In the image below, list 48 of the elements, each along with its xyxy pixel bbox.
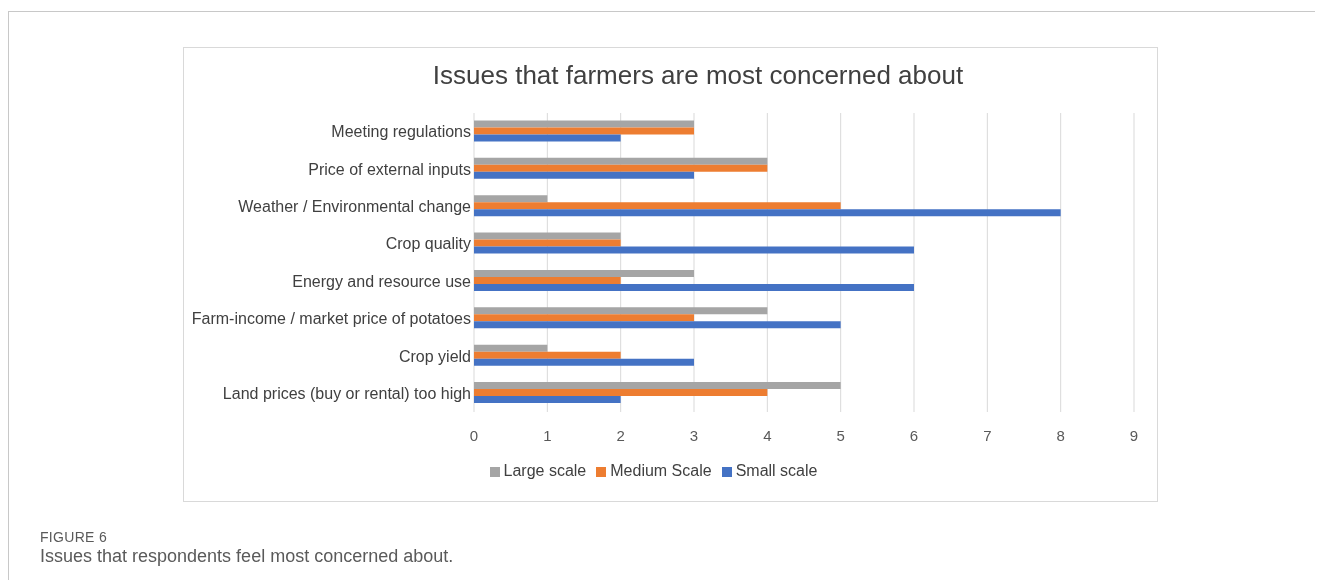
legend-label: Medium Scale — [610, 462, 712, 479]
bar — [474, 358, 694, 366]
x-tick-label: 1 — [543, 426, 552, 444]
x-tick-label: 6 — [909, 426, 919, 444]
bar — [474, 171, 694, 179]
x-tick-label: 5 — [836, 426, 845, 444]
y-tick-label: Energy and resource use — [292, 272, 472, 290]
y-tick-label: Meeting regulations — [331, 123, 471, 141]
bar — [474, 202, 841, 210]
bar — [474, 283, 914, 291]
y-tick-label: Weather / Environmental change — [238, 198, 472, 216]
bar — [474, 239, 621, 247]
x-tick-label: 8 — [1056, 426, 1065, 444]
legend-label: Large scale — [503, 462, 587, 479]
bar — [474, 382, 841, 390]
y-tick-label: Land prices (buy or rental) too high — [222, 384, 471, 402]
bar — [474, 246, 914, 254]
bar — [474, 157, 768, 165]
bar — [474, 232, 621, 240]
bar — [474, 269, 694, 277]
x-tick-label: 3 — [689, 426, 699, 444]
bar — [474, 351, 621, 359]
bar — [474, 127, 694, 135]
chart-title: Issues that farmers are most concerned about — [431, 60, 965, 91]
x-tick-label: 0 — [469, 426, 479, 444]
bar — [474, 164, 768, 172]
bar — [474, 321, 841, 329]
bar — [474, 396, 621, 404]
x-tick-label: 4 — [763, 426, 772, 444]
bar — [474, 276, 621, 284]
bar — [474, 389, 768, 397]
x-tick-label: 2 — [616, 426, 625, 444]
bar — [474, 134, 621, 142]
caption: FIGURE 6 — [40, 529, 107, 545]
bar — [474, 344, 548, 352]
text: Issues that respondents feel most concerned about. — [40, 546, 454, 567]
bar — [474, 209, 1061, 217]
y-tick-label: Price of external inputs — [308, 160, 471, 178]
legend-label: Small scale — [735, 462, 818, 479]
bar — [474, 307, 768, 315]
bar — [474, 195, 548, 203]
x-tick-label: 7 — [983, 426, 992, 444]
x-tick-label: 9 — [1129, 426, 1139, 444]
y-tick-label: Crop quality — [385, 235, 471, 253]
y-tick-label: Farm-income / market price of potatoes — [191, 310, 471, 328]
bar — [474, 314, 694, 322]
y-tick-label: Crop yield — [398, 347, 471, 365]
bar — [474, 120, 694, 128]
